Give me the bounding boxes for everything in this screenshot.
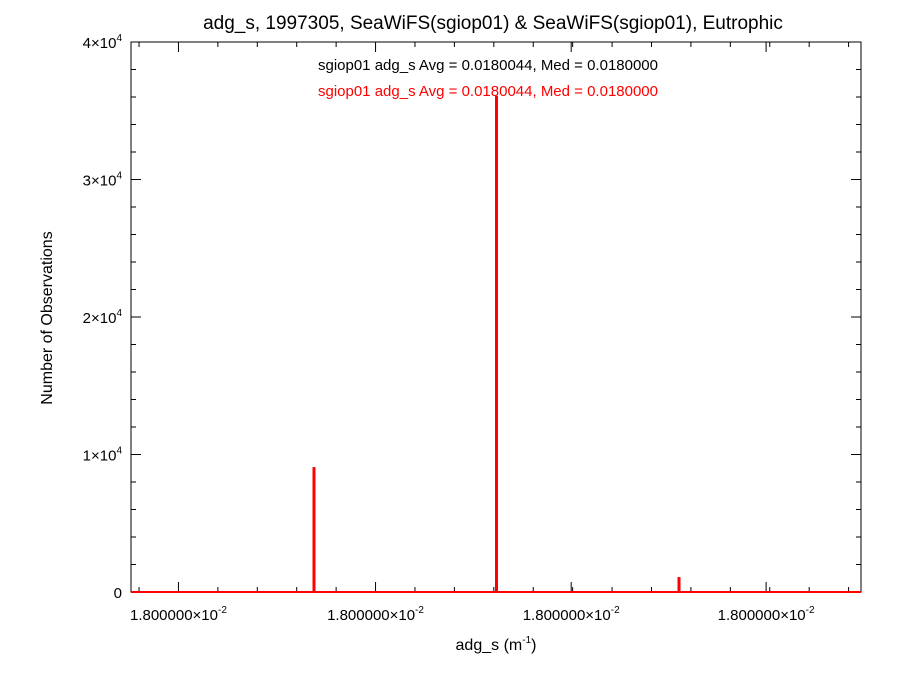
legend-entry-1: sgiop01 adg_s Avg = 0.0180044, Med = 0.0…	[318, 57, 658, 74]
x-tick-label: 1.800000×10-2	[718, 605, 815, 624]
legend-entry-2: sgiop01 adg_s Avg = 0.0180044, Med = 0.0…	[318, 83, 658, 100]
x-axis-label-base: adg_s (m	[456, 637, 523, 654]
x-tick-label: 1.800000×10-2	[327, 605, 424, 624]
y-axis-label: Number of Observations	[39, 231, 56, 404]
plot-area: 0 1×104 2×104 3×104 4×104 1.800000×10-2 1.8000…	[83, 33, 862, 624]
x-axis-label: adg_s (m-1)	[456, 635, 537, 654]
x-axis-label-tail: )	[531, 637, 536, 654]
y-tick-label: 3×104	[83, 171, 123, 190]
x-tick-label: 1.800000×10-2	[130, 605, 227, 624]
chart-title: adg_s, 1997305, SeaWiFS(sgiop01) & SeaWi…	[203, 13, 783, 34]
y-tick-label: 4×104	[83, 33, 123, 52]
y-tick-label: 1×104	[83, 446, 123, 465]
x-tick-label: 1.800000×10-2	[523, 605, 620, 624]
x-axis-label-sup: -1	[522, 635, 531, 646]
y-tick-label: 2×104	[83, 308, 123, 327]
y-tick-label: 0	[114, 585, 122, 602]
